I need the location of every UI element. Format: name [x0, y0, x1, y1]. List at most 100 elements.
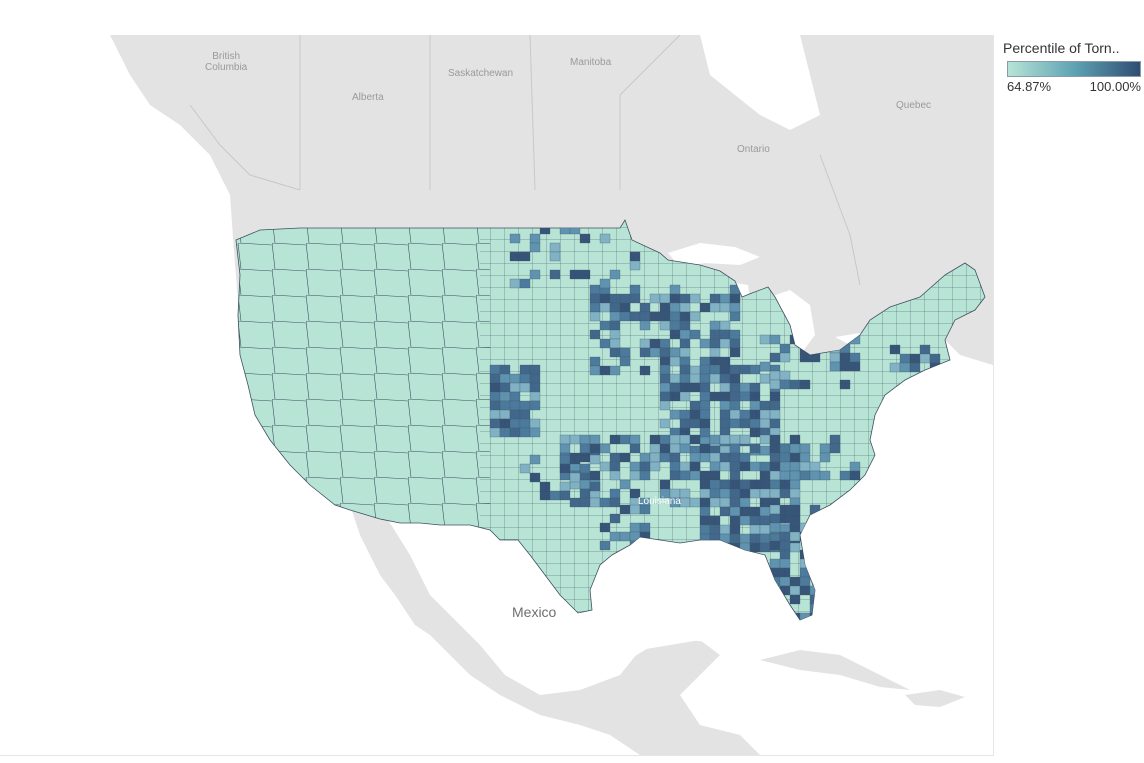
county-cell-high[interactable]	[899, 353, 911, 364]
county-cell-high[interactable]	[489, 382, 501, 393]
county-cell-high[interactable]	[579, 497, 591, 508]
county-cell-high[interactable]	[649, 434, 661, 445]
county-cell-high[interactable]	[899, 362, 911, 373]
county-cell-high[interactable]	[779, 470, 791, 481]
county-cell-high[interactable]	[529, 418, 541, 429]
county-cell-high[interactable]	[779, 479, 791, 490]
county-cell-high[interactable]	[749, 400, 761, 411]
county-cell-high[interactable]	[719, 506, 731, 517]
county-cell-high[interactable]	[509, 233, 521, 244]
county-cell-high[interactable]	[589, 443, 601, 454]
county-cell-high[interactable]	[669, 329, 681, 340]
county-cell-high[interactable]	[579, 452, 591, 463]
county-cell-high[interactable]	[639, 470, 651, 481]
county-cell-high[interactable]	[729, 293, 741, 304]
county-cell-high[interactable]	[749, 364, 761, 375]
county-cell-high[interactable]	[669, 320, 681, 331]
county-cell-high[interactable]	[649, 347, 661, 358]
county-cell-high[interactable]	[729, 434, 741, 445]
county-cell-high[interactable]	[709, 320, 721, 331]
county-cell-high[interactable]	[799, 452, 811, 463]
county-cell-high[interactable]	[769, 504, 781, 515]
county-cell-high[interactable]	[699, 400, 711, 411]
county-cell-high[interactable]	[779, 531, 791, 542]
county-cell-high[interactable]	[509, 373, 521, 384]
county-cell-high[interactable]	[769, 452, 781, 463]
county-cell-high[interactable]	[589, 311, 601, 322]
county-cell-high[interactable]	[519, 400, 531, 411]
county-cell-high[interactable]	[769, 461, 781, 472]
county-cell-high[interactable]	[849, 470, 861, 481]
county-cell-high[interactable]	[619, 347, 631, 358]
county-cell-high[interactable]	[669, 293, 681, 304]
county-cell-high[interactable]	[679, 302, 691, 313]
county-cell-high[interactable]	[489, 391, 501, 402]
county-cell-high[interactable]	[529, 427, 541, 438]
county-cell-high[interactable]	[699, 506, 711, 517]
county-cell-high[interactable]	[909, 362, 921, 373]
county-cell-high[interactable]	[739, 382, 751, 393]
county-cell-high[interactable]	[719, 461, 731, 472]
county-cell-high[interactable]	[619, 293, 631, 304]
county-cell-high[interactable]	[629, 470, 641, 481]
county-cell-high[interactable]	[509, 400, 521, 411]
county-cell-high[interactable]	[669, 434, 681, 445]
county-cell-high[interactable]	[579, 463, 591, 474]
county-cell-high[interactable]	[599, 461, 611, 472]
county-cell-high[interactable]	[589, 293, 601, 304]
county-cell-high[interactable]	[589, 470, 601, 481]
county-cell-high[interactable]	[679, 293, 691, 304]
county-cell-high[interactable]	[829, 434, 841, 445]
county-cell-high[interactable]	[689, 382, 701, 393]
county-cell-high[interactable]	[639, 365, 651, 376]
county-cell-high[interactable]	[509, 391, 521, 402]
county-cell-high[interactable]	[759, 488, 771, 499]
county-cell-high[interactable]	[719, 418, 731, 429]
county-cell-high[interactable]	[729, 418, 741, 429]
county-cell-high[interactable]	[599, 443, 611, 454]
county-cell-high[interactable]	[889, 344, 901, 355]
county-cell-high[interactable]	[609, 497, 621, 508]
county-cell-high[interactable]	[589, 454, 601, 465]
choropleth-map[interactable]	[0, 35, 993, 755]
county-cell-high[interactable]	[669, 461, 681, 472]
county-cell-high[interactable]	[669, 409, 681, 420]
county-cell-high[interactable]	[569, 472, 581, 483]
county-cell-high[interactable]	[559, 463, 571, 474]
county-cell-high[interactable]	[669, 443, 681, 454]
county-cell-high[interactable]	[739, 452, 751, 463]
county-cell-high[interactable]	[789, 434, 801, 445]
county-cell-high[interactable]	[799, 470, 811, 481]
county-cell-high[interactable]	[699, 443, 711, 454]
county-cell-high[interactable]	[629, 251, 641, 262]
county-cell-high[interactable]	[699, 338, 711, 349]
county-cell-high[interactable]	[779, 352, 791, 363]
county-cell-high[interactable]	[769, 522, 781, 533]
county-cell-high[interactable]	[769, 470, 781, 481]
county-cell-high[interactable]	[589, 434, 601, 445]
county-cell-high[interactable]	[759, 373, 771, 384]
county-cell-high[interactable]	[499, 391, 511, 402]
county-cell-high[interactable]	[699, 382, 711, 393]
county-cell-high[interactable]	[729, 347, 741, 358]
county-cell-high[interactable]	[489, 364, 501, 375]
county-cell-high[interactable]	[789, 542, 801, 553]
county-cell-high[interactable]	[679, 320, 691, 331]
county-cell-high[interactable]	[779, 443, 791, 454]
county-cell-high[interactable]	[719, 293, 731, 304]
county-cell-high[interactable]	[509, 409, 521, 420]
county-cell-high[interactable]	[699, 373, 711, 384]
county-cell-high[interactable]	[599, 278, 611, 289]
county-cell-high[interactable]	[519, 463, 531, 474]
county-cell-high[interactable]	[499, 364, 511, 375]
county-cell-high[interactable]	[749, 524, 761, 535]
county-cell-high[interactable]	[919, 344, 931, 355]
county-cell-high[interactable]	[489, 409, 501, 420]
county-cell-high[interactable]	[579, 488, 591, 499]
county-cell-high[interactable]	[689, 470, 701, 481]
county-cell-high[interactable]	[719, 497, 731, 508]
county-cell-high[interactable]	[699, 427, 711, 438]
county-cell-high[interactable]	[889, 362, 901, 373]
county-cell-high[interactable]	[659, 356, 671, 367]
county-cell-high[interactable]	[659, 311, 671, 322]
